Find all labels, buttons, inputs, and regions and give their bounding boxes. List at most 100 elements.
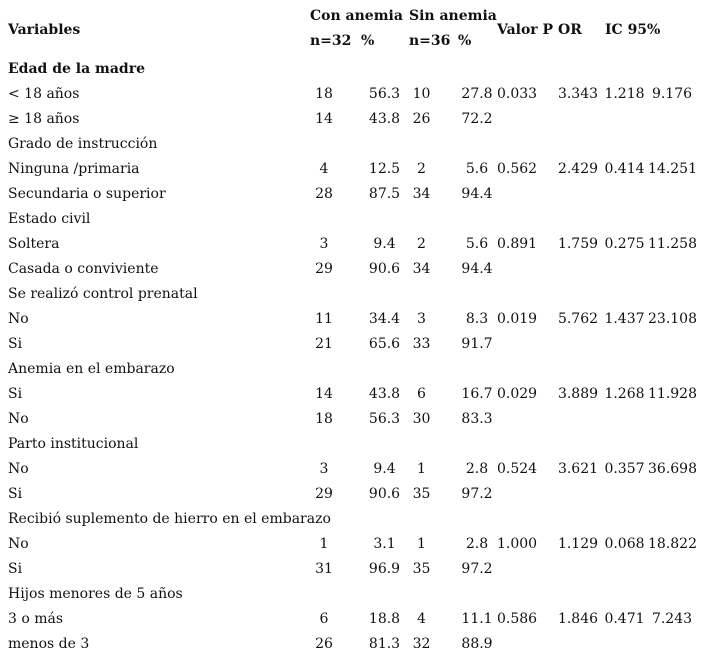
cell-valor-p (497, 407, 547, 432)
cell-ic-high (648, 57, 710, 82)
cell-con-n: 14 (315, 111, 333, 127)
table-row: Hijos menores de 5 años (0, 582, 710, 607)
cell-sin-pct (449, 432, 497, 457)
cell-ic-high (648, 432, 710, 457)
cell-sin-pct (449, 282, 497, 307)
cell-sin-n (404, 582, 449, 607)
cell-con-pct (355, 582, 404, 607)
cell-con-pct: 9.4 (373, 461, 396, 477)
table-row: Secundaria o superior 28 87.5 34 94.4 (0, 182, 710, 207)
cell-valor-p (497, 557, 547, 582)
cell-ic-low (601, 107, 648, 132)
cell-sin-n: 35 (412, 486, 431, 502)
cell-con-pct: 12.5 (368, 161, 401, 177)
cell-ic-high (648, 407, 710, 432)
cell-ic-low (601, 132, 648, 157)
cell-or: 1.846 (557, 611, 599, 627)
row-label: < 18 años (8, 86, 80, 102)
table-row: Si 31 96.9 35 97.2 (0, 557, 710, 582)
row-label: Se realizó control prenatal (8, 286, 198, 302)
row-label: Soltera (8, 236, 60, 252)
cell-con-pct: 3.1 (373, 536, 396, 552)
cell-sin-pct: 94.4 (461, 261, 493, 277)
cell-con-n: 28 (315, 186, 333, 202)
cell-or: 3.889 (557, 386, 599, 402)
cell-ic-low (601, 282, 648, 307)
cell-sin-n: 4 (417, 611, 426, 627)
column-header-con-anemia: Con anemia (310, 8, 403, 24)
cell-ic-low (601, 207, 648, 232)
table-row: ≥ 18 años 14 43.8 26 72.2 (0, 107, 710, 132)
cell-ic-low: 1.268 (604, 386, 645, 402)
cell-sin-pct (449, 207, 497, 232)
cell-con-n: 29 (315, 486, 333, 502)
cell-con-n (302, 357, 355, 382)
row-label: Recibió suplemento de hierro en el embar… (8, 511, 331, 527)
cell-sin-pct: 27.8 (461, 86, 493, 102)
cell-ic-high (648, 132, 710, 157)
cell-or: 5.762 (557, 311, 599, 327)
cell-ic-high: 9.176 (651, 86, 693, 102)
cell-con-n: 26 (315, 636, 333, 652)
cell-sin-pct: 2.8 (465, 536, 489, 552)
table-row: 3 o más 6 18.8 4 11.1 0.586 1.846 0.471 … (0, 607, 710, 632)
cell-valor-p (497, 182, 547, 207)
table-row: Soltera 3 9.4 2 5.6 0.891 1.759 0.275 11… (0, 232, 710, 257)
cell-sin-pct: 8.3 (465, 311, 489, 327)
cell-or (547, 507, 601, 532)
cell-ic-low (601, 357, 648, 382)
cell-or (547, 207, 601, 232)
cell-ic-high (648, 332, 710, 357)
cell-or: 3.343 (557, 86, 599, 102)
cell-sin-pct: 83.3 (461, 411, 493, 427)
cell-sin-n: 1 (417, 536, 426, 552)
cell-ic-high: 18.822 (648, 536, 697, 552)
row-label: ≥ 18 años (8, 111, 80, 127)
cell-con-n: 18 (315, 86, 333, 102)
cell-sin-pct: 2.8 (465, 461, 489, 477)
cell-ic-high (648, 257, 710, 282)
cell-or (547, 582, 601, 607)
cell-con-n: 18 (315, 411, 333, 427)
cell-sin-n: 33 (412, 336, 431, 352)
cell-or: 1.129 (557, 536, 599, 552)
cell-or (547, 107, 601, 132)
cell-valor-p: 1.000 (497, 536, 538, 552)
cell-sin-n: 34 (412, 186, 431, 202)
row-label: Si (8, 561, 23, 577)
cell-sin-n: 32 (412, 636, 431, 652)
cell-sin-n: 6 (417, 386, 426, 402)
cell-or (547, 282, 601, 307)
table-row: menos de 3 26 81.3 32 88.9 (0, 632, 710, 657)
cell-con-pct (355, 507, 404, 532)
row-label: Secundaria o superior (8, 186, 166, 202)
cell-ic-high (648, 507, 710, 532)
cell-sin-n (404, 282, 449, 307)
cell-con-pct: 90.6 (368, 486, 401, 502)
table-header: Variables Con anemia n=32 % Sin anemia n… (0, 0, 710, 57)
cell-sin-pct (449, 507, 497, 532)
cell-sin-pct: 16.7 (461, 386, 493, 402)
row-label: Si (8, 386, 23, 402)
table-row: No 3 9.4 1 2.8 0.524 3.621 0.357 36.698 (0, 457, 710, 482)
cell-sin-pct (449, 57, 497, 82)
row-label: Anemia en el embarazo (8, 361, 175, 377)
cell-ic-low: 0.275 (604, 236, 645, 252)
cell-valor-p: 0.524 (497, 461, 538, 477)
cell-sin-pct (449, 582, 497, 607)
cell-con-n (302, 132, 355, 157)
cell-con-pct: 96.9 (368, 561, 401, 577)
cell-valor-p (497, 257, 547, 282)
cell-sin-pct: 97.2 (461, 486, 493, 502)
table-row: Estado civil (0, 207, 710, 232)
cell-ic-low: 0.414 (604, 161, 645, 177)
cell-valor-p (497, 582, 547, 607)
cell-valor-p: 0.019 (497, 311, 538, 327)
cell-ic-low (601, 407, 648, 432)
row-label: Edad de la madre (8, 61, 145, 77)
cell-sin-n (404, 132, 449, 157)
column-header-ic95: IC 95% (605, 22, 661, 38)
cell-ic-high (648, 182, 710, 207)
table-row: Si 14 43.8 6 16.7 0.029 3.889 1.268 11.9… (0, 382, 710, 407)
